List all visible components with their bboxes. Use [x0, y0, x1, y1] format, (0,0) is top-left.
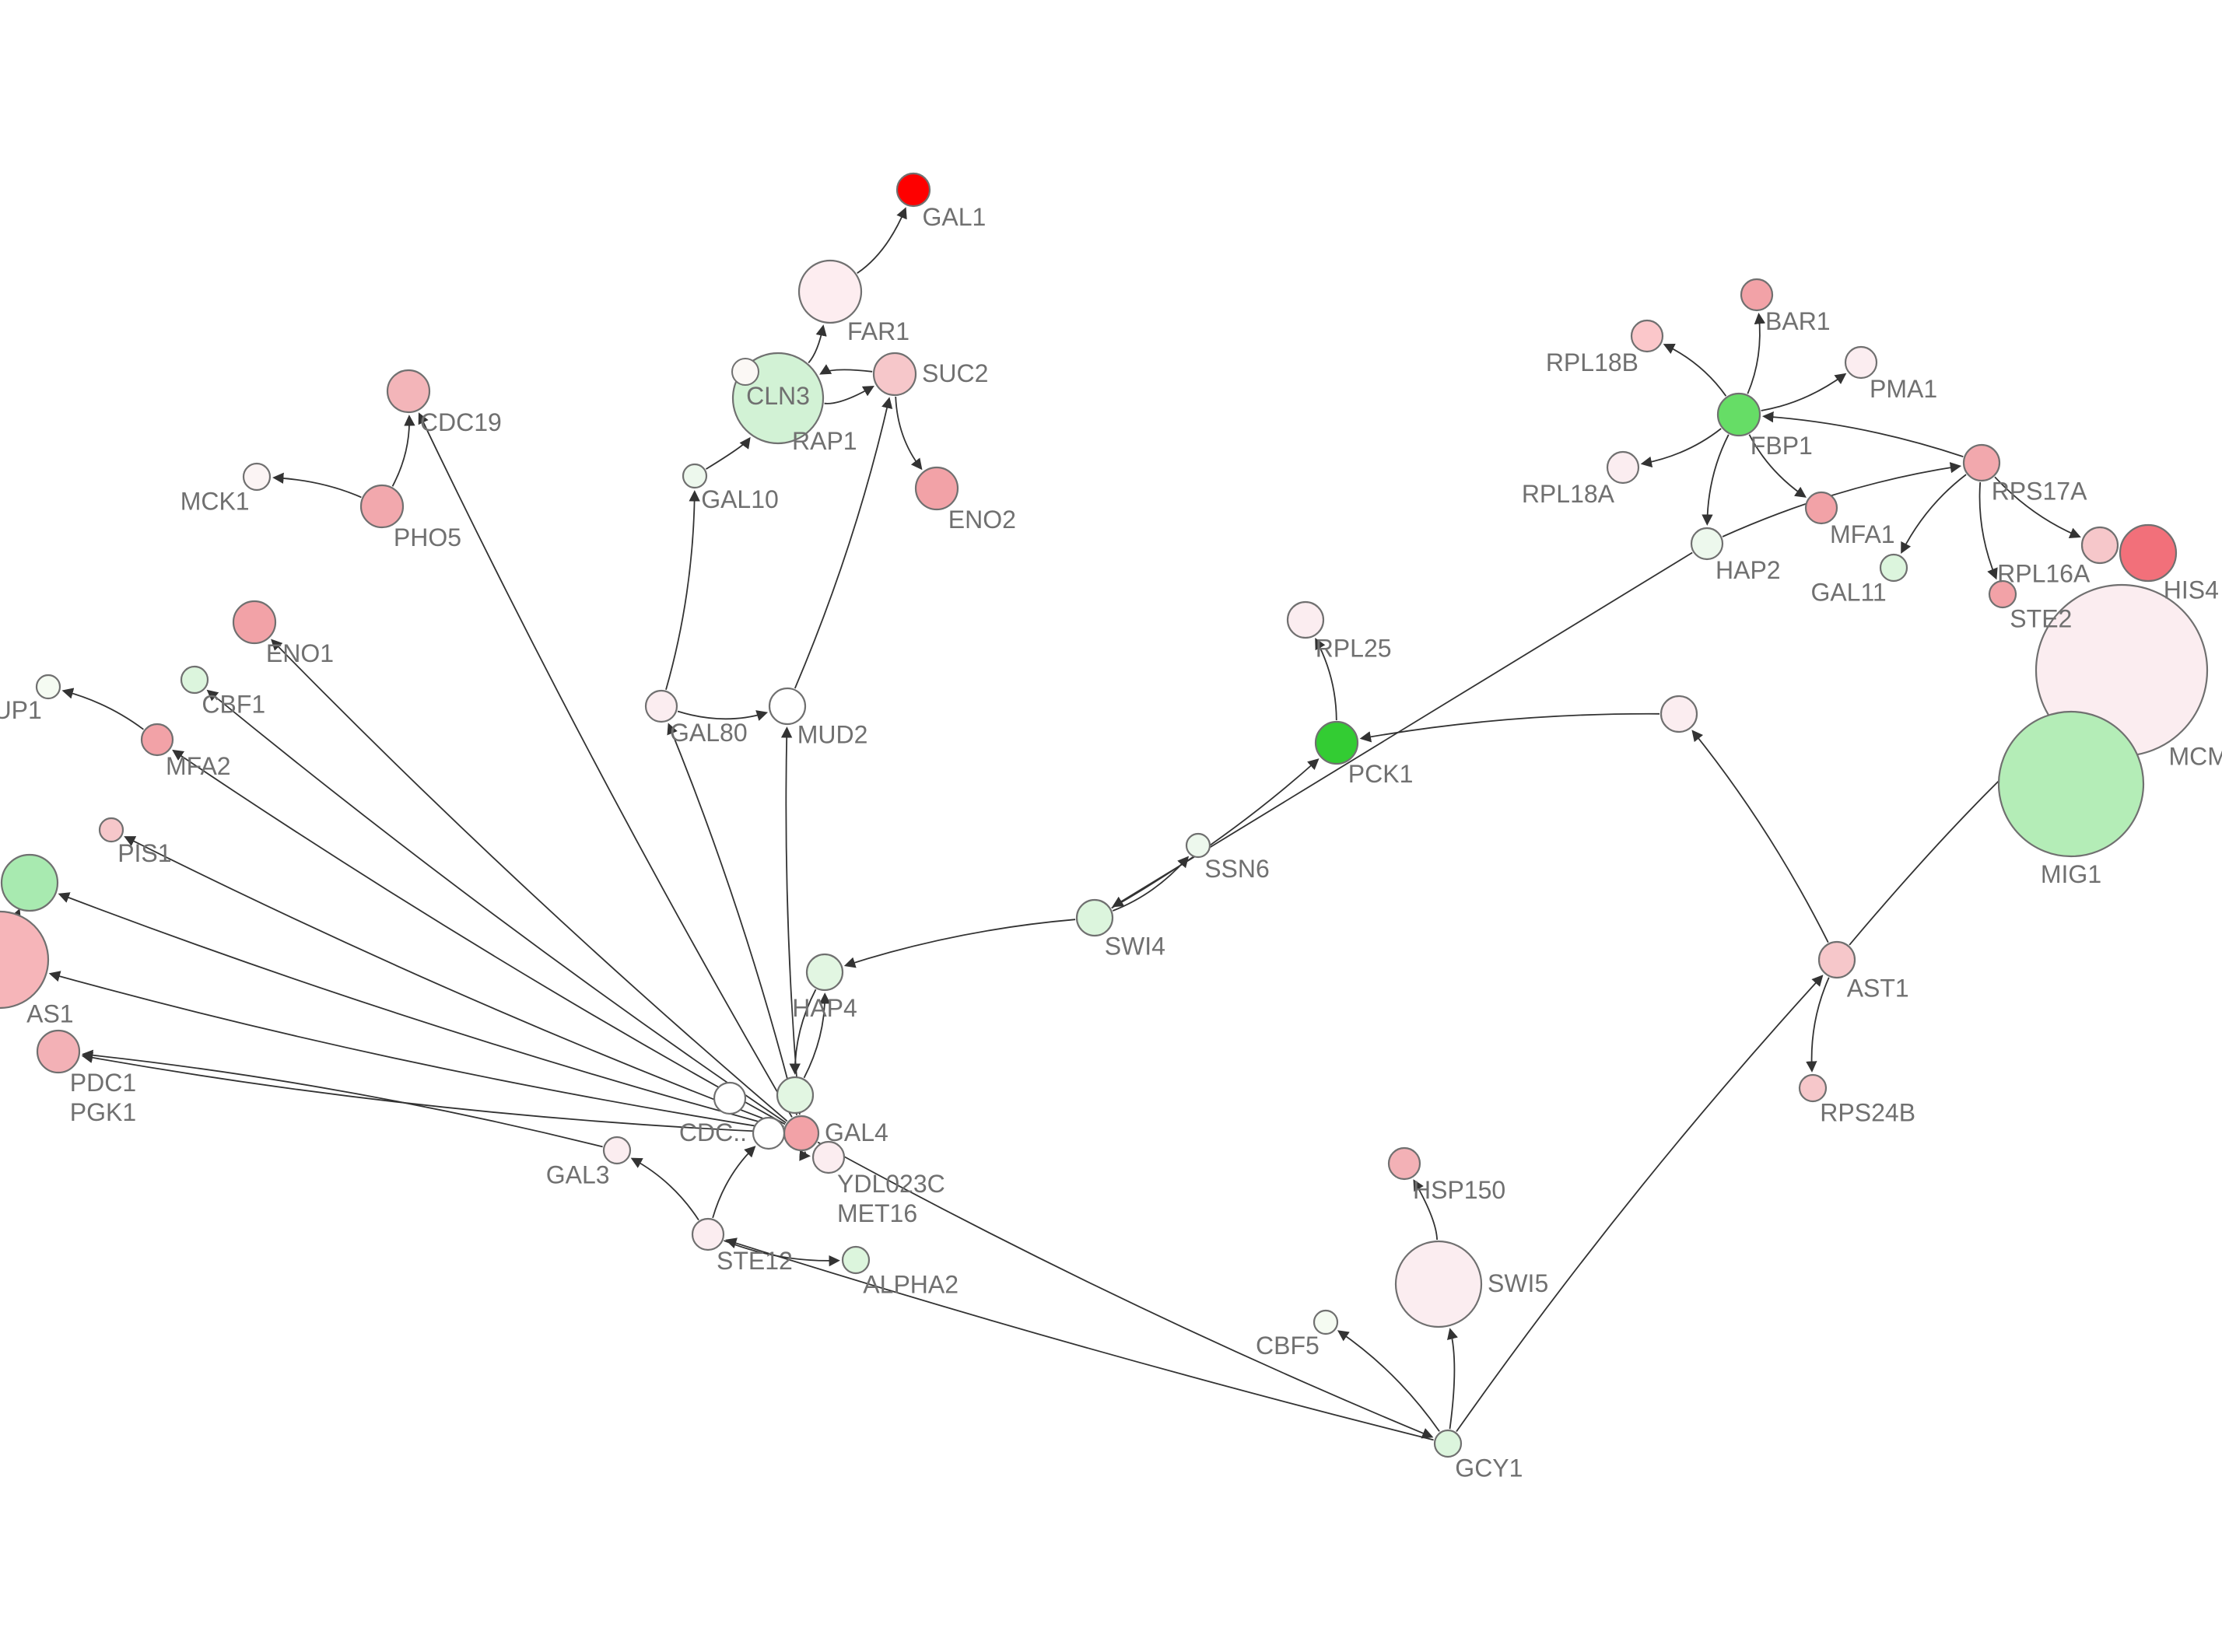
svg-text:ENO1: ENO1	[266, 639, 334, 667]
svg-text:HAP4: HAP4	[792, 994, 857, 1022]
svg-text:MUD2: MUD2	[797, 721, 868, 749]
svg-text:AS1: AS1	[26, 1000, 73, 1028]
svg-text:HIS4: HIS4	[2164, 576, 2219, 604]
svg-text:MET16: MET16	[837, 1199, 917, 1227]
svg-text:MCM1: MCM1	[2169, 743, 2222, 771]
svg-text:SSN6: SSN6	[1204, 855, 1270, 883]
svg-text:BAR1: BAR1	[1765, 307, 1831, 335]
svg-text:MCK1: MCK1	[180, 488, 250, 516]
svg-text:PCK1: PCK1	[1348, 760, 1414, 788]
svg-text:PHO5: PHO5	[394, 523, 461, 551]
svg-text:TUP1: TUP1	[0, 696, 42, 724]
svg-text:AST1: AST1	[1847, 975, 1909, 1003]
svg-text:SWI5: SWI5	[1488, 1269, 1548, 1297]
svg-text:MFA1: MFA1	[1830, 520, 1895, 548]
svg-text:GAL80: GAL80	[670, 719, 748, 747]
svg-text:PDC1: PDC1	[70, 1069, 136, 1097]
svg-text:RPL16A: RPL16A	[1997, 560, 2091, 588]
svg-text:CBF1: CBF1	[202, 691, 265, 719]
svg-text:GAL11: GAL11	[1810, 579, 1886, 607]
svg-text:PGK1: PGK1	[70, 1098, 136, 1126]
svg-text:HAP2: HAP2	[1716, 556, 1781, 584]
svg-text:GAL3: GAL3	[546, 1161, 610, 1189]
svg-text:GCY1: GCY1	[1455, 1454, 1523, 1482]
svg-text:FBP1: FBP1	[1751, 432, 1813, 460]
svg-text:MIG1: MIG1	[2041, 860, 2101, 888]
svg-text:GAL4: GAL4	[825, 1118, 888, 1146]
svg-text:MFA2: MFA2	[166, 752, 231, 780]
svg-text:ALPHA2: ALPHA2	[863, 1271, 959, 1299]
svg-text:SUC2: SUC2	[922, 359, 988, 387]
svg-text:RPS24B: RPS24B	[1820, 1099, 1915, 1127]
svg-text:CLN3: CLN3	[746, 382, 810, 410]
svg-text:STE12: STE12	[717, 1247, 793, 1275]
svg-text:FAR1: FAR1	[847, 317, 909, 345]
svg-text:GAL1: GAL1	[923, 203, 987, 231]
svg-text:SWI4: SWI4	[1105, 933, 1165, 961]
svg-text:RPL25: RPL25	[1316, 635, 1392, 663]
svg-text:HSP150: HSP150	[1413, 1176, 1505, 1204]
svg-text:GAL10: GAL10	[701, 485, 779, 513]
svg-text:ENO2: ENO2	[948, 506, 1016, 534]
svg-text:CDC..: CDC..	[679, 1118, 747, 1146]
svg-text:CBF5: CBF5	[1256, 1332, 1320, 1360]
svg-text:YDL023C: YDL023C	[837, 1170, 945, 1198]
svg-text:RAP1: RAP1	[792, 427, 857, 455]
svg-text:RPL18A: RPL18A	[1522, 480, 1615, 508]
svg-text:STE2: STE2	[2010, 605, 2072, 633]
svg-text:PMA1: PMA1	[1870, 375, 1937, 403]
svg-text:RPL18B: RPL18B	[1546, 348, 1638, 376]
svg-text:RPS17A: RPS17A	[1992, 478, 2087, 506]
svg-text:PIS1: PIS1	[117, 839, 171, 867]
svg-text:CDC19: CDC19	[420, 408, 502, 436]
